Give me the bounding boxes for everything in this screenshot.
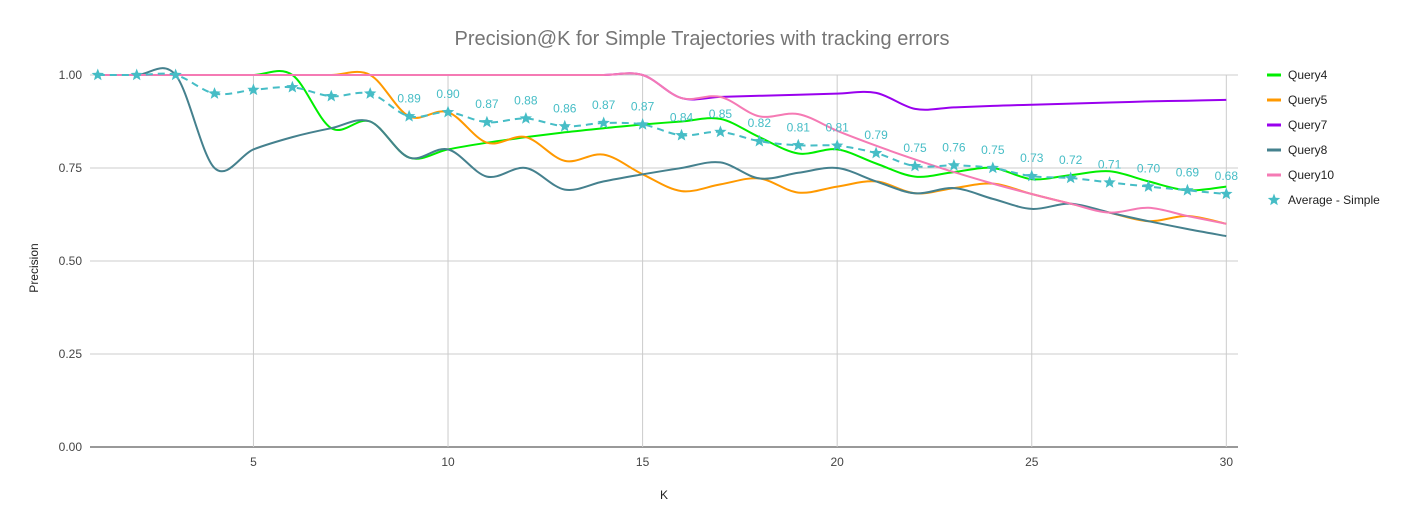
- data-label: 0.87: [631, 99, 655, 113]
- star-marker: [1025, 169, 1038, 182]
- star-marker: [364, 87, 377, 99]
- star-marker: [1064, 171, 1077, 184]
- data-label: 0.79: [864, 128, 888, 142]
- x-tick-label: 15: [636, 455, 650, 469]
- star-marker: [480, 115, 494, 128]
- star-marker: [986, 161, 999, 174]
- data-label: 0.76: [942, 140, 966, 154]
- star-marker: [947, 158, 961, 171]
- data-label: 0.87: [475, 97, 499, 111]
- legend-swatch: [1267, 193, 1281, 206]
- star-marker: [636, 118, 649, 130]
- legend-label: Average - Simple: [1288, 193, 1380, 207]
- data-label: 0.75: [903, 141, 927, 155]
- star-marker: [792, 138, 805, 151]
- data-label: 0.90: [436, 87, 460, 101]
- star-marker: [91, 68, 104, 81]
- y-tick-label: 0.50: [59, 254, 83, 268]
- legend-label: Query8: [1288, 143, 1328, 157]
- legend-label: Query10: [1288, 168, 1334, 182]
- star-marker: [519, 112, 532, 124]
- star-marker: [558, 119, 571, 132]
- x-tick-label: 25: [1025, 455, 1039, 469]
- star-marker: [1142, 180, 1155, 192]
- data-labels: 0.89 0.90 0.87 0.88 0.86 0.87 0.87 0.84 0.85 0.82…: [397, 87, 1238, 183]
- x-tick-label: 20: [830, 455, 844, 469]
- star-marker: [325, 89, 338, 102]
- star-marker: [1220, 187, 1233, 200]
- x-axis-title: K: [660, 488, 668, 502]
- data-label: 0.84: [670, 110, 694, 124]
- star-marker: [208, 87, 221, 99]
- y-tick-label: 0.00: [59, 440, 83, 454]
- data-label: 0.81: [825, 121, 849, 135]
- series-line-query10: [97, 72, 1227, 225]
- star-marker: [169, 68, 182, 81]
- star-marker: [597, 116, 610, 129]
- x-tick-label: 30: [1220, 455, 1234, 469]
- data-label: 0.82: [748, 116, 772, 130]
- data-label: 0.85: [709, 107, 733, 121]
- y-tick-label: 0.75: [59, 161, 83, 175]
- y-tick-label: 1.00: [59, 68, 83, 82]
- data-label: 0.86: [553, 101, 577, 115]
- data-label: 0.81: [787, 120, 811, 134]
- star-marker: [714, 125, 727, 138]
- legend-label: Query7: [1288, 118, 1328, 132]
- star-marker: [286, 80, 299, 93]
- y-tick-label: 0.25: [59, 347, 83, 361]
- series-line-query7: [97, 72, 1227, 111]
- star-marker: [831, 139, 844, 151]
- star-marker: [753, 134, 766, 147]
- x-tick-label: 5: [250, 455, 257, 469]
- star-marker: [247, 83, 260, 96]
- legend-label: Query5: [1288, 93, 1328, 107]
- axis-ticks: 0.00 0.25 0.50 0.75 1.00 5 10 15 20 25 30: [59, 68, 1234, 469]
- data-label: 0.87: [592, 98, 616, 112]
- series-line-average-simple: [97, 72, 1227, 195]
- star-marker: [1103, 176, 1116, 188]
- star-marker: [869, 146, 883, 159]
- star-marker: [1181, 183, 1194, 196]
- data-label: 0.73: [1020, 151, 1044, 165]
- chart-title: Precision@K for Simple Trajectories with…: [455, 28, 950, 50]
- series-line-query8: [97, 67, 1227, 238]
- average-markers: [91, 68, 1233, 200]
- star-marker: [908, 159, 922, 172]
- data-label: 0.75: [981, 143, 1005, 157]
- data-label: 0.72: [1059, 153, 1083, 167]
- data-label: 0.71: [1098, 158, 1122, 172]
- data-label: 0.70: [1137, 162, 1161, 176]
- legend-label: Query4: [1288, 68, 1328, 82]
- star-marker: [130, 68, 143, 81]
- grid: [90, 74, 1238, 448]
- data-label: 0.69: [1176, 165, 1200, 179]
- series-lines: [97, 67, 1227, 238]
- x-tick-label: 10: [441, 455, 455, 469]
- star-marker: [402, 109, 416, 122]
- data-label: 0.88: [514, 94, 538, 108]
- y-axis-title: Precision: [27, 243, 41, 292]
- star-marker: [441, 105, 455, 118]
- data-label: 0.89: [397, 91, 421, 105]
- legend: Query4 Query5 Query7 Query8 Query10 Average -…: [1267, 68, 1380, 207]
- star-marker: [675, 128, 688, 141]
- data-label: 0.68: [1215, 169, 1239, 183]
